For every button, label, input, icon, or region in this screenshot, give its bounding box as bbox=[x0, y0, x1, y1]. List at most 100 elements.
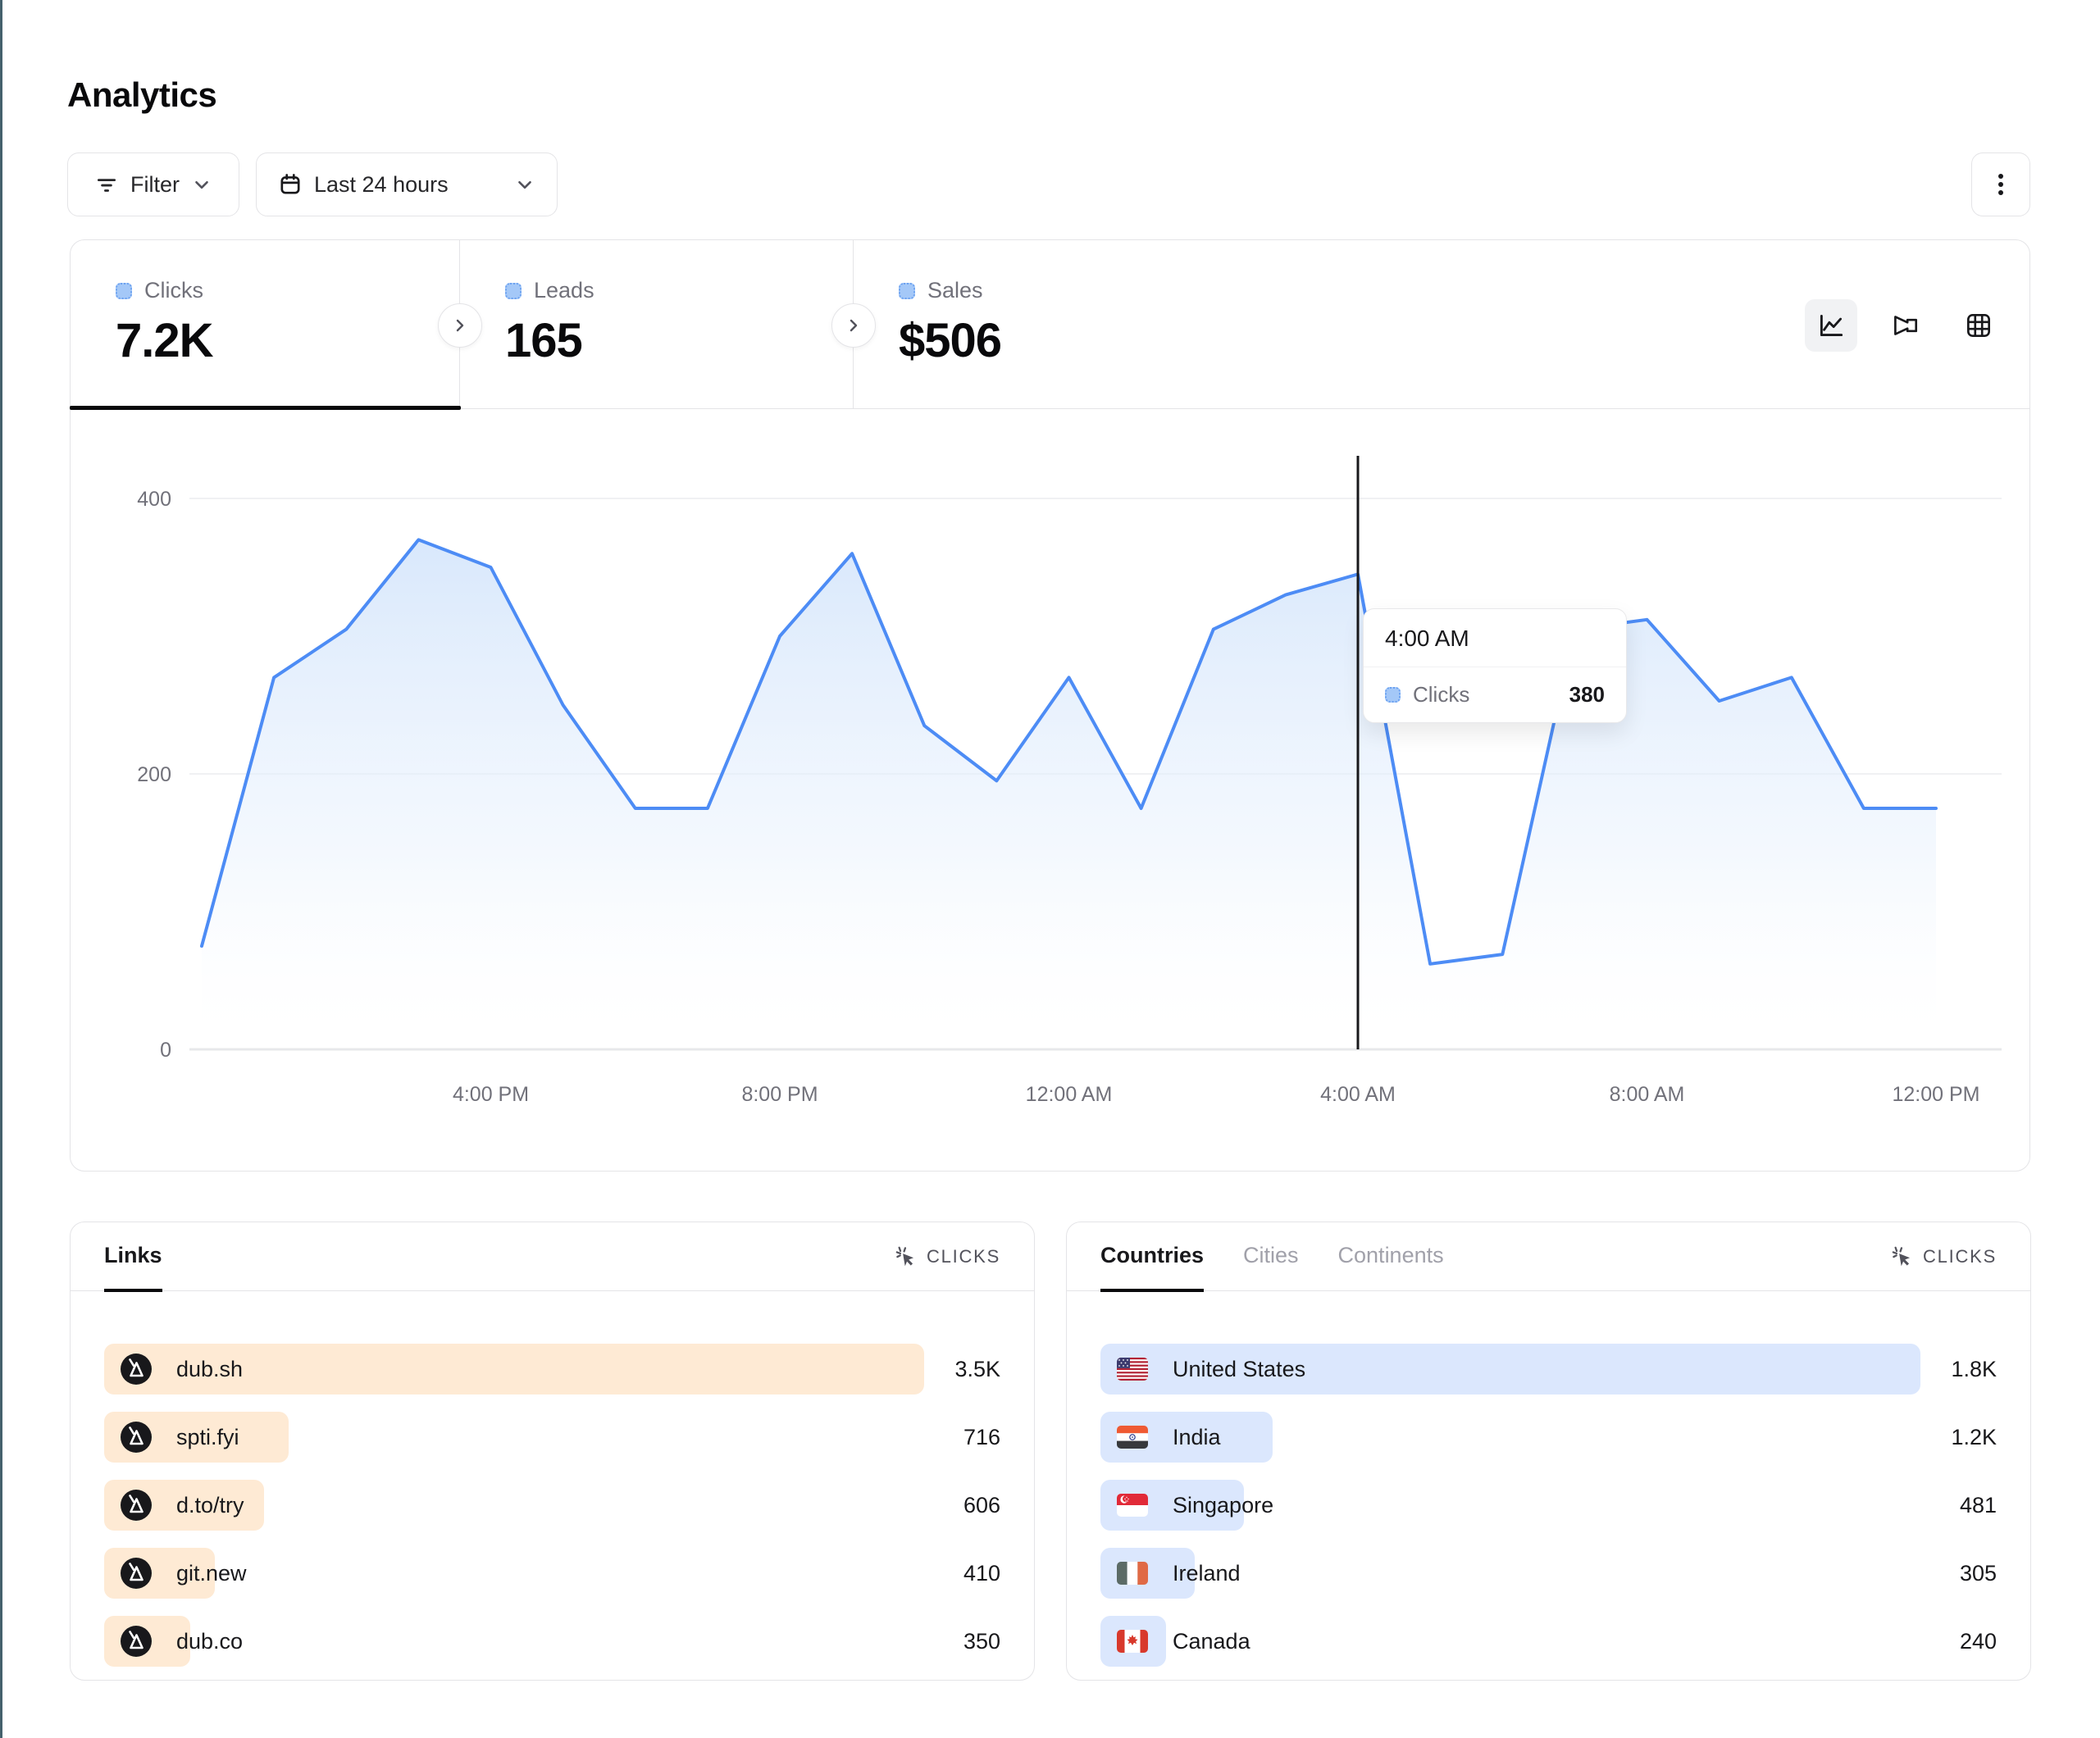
country-clicks-value: 481 bbox=[1959, 1492, 1997, 1517]
link-row[interactable]: spti.fyi 716 bbox=[104, 1412, 1000, 1463]
clicks-line bbox=[200, 538, 1938, 966]
svg-text:12:00 AM: 12:00 AM bbox=[1026, 1083, 1113, 1106]
links-metric-selector[interactable]: CLICKS bbox=[895, 1222, 1000, 1290]
tab-continents-label: Continents bbox=[1337, 1242, 1444, 1267]
svg-text:8:00 PM: 8:00 PM bbox=[741, 1083, 818, 1106]
link-clicks-value: 606 bbox=[963, 1492, 1000, 1517]
country-clicks-value: 305 bbox=[1959, 1560, 1997, 1586]
stat-label: Sales bbox=[927, 278, 983, 303]
sales-legend-swatch-icon bbox=[899, 282, 915, 299]
geo-rows: United States 1.8K India 1.2K bbox=[1067, 1291, 2030, 1667]
canada-flag-icon bbox=[1117, 1630, 1148, 1653]
stat-label-row: Sales bbox=[899, 278, 2029, 303]
india-flag-icon bbox=[1117, 1426, 1148, 1449]
analytics-card: Clicks 7.2K Leads 165 Sales $506 bbox=[70, 239, 2030, 1172]
link-row[interactable]: dub.sh 3.5K bbox=[104, 1344, 1000, 1394]
country-clicks-value: 1.2K bbox=[1951, 1424, 1997, 1449]
stat-tab-leads[interactable]: Leads 165 bbox=[460, 240, 854, 408]
country-row[interactable]: Ireland 305 bbox=[1100, 1548, 1997, 1599]
country-row[interactable]: Canada 240 bbox=[1100, 1616, 1997, 1667]
stat-tab-sales[interactable]: Sales $506 bbox=[854, 240, 2029, 408]
y-axis-tick-labels: 0 200 400 bbox=[137, 488, 171, 1062]
stats-header: Clicks 7.2K Leads 165 Sales $506 bbox=[70, 240, 2029, 410]
link-label: dub.co bbox=[176, 1628, 244, 1654]
country-clicks-value: 240 bbox=[1959, 1628, 1997, 1654]
filter-button[interactable]: Filter bbox=[67, 152, 239, 216]
chevron-right-icon bbox=[456, 319, 464, 332]
date-range-label: Last 24 hours bbox=[314, 171, 449, 197]
link-clicks-value: 350 bbox=[963, 1628, 1000, 1654]
ireland-flag-icon bbox=[1117, 1562, 1148, 1585]
link-row[interactable]: git.new 410 bbox=[104, 1548, 1000, 1599]
funnel-chart-toggle-button[interactable] bbox=[1879, 299, 1931, 352]
geo-metric-selector[interactable]: CLICKS bbox=[1891, 1222, 1997, 1290]
page-title: Analytics bbox=[67, 75, 217, 115]
more-options-button[interactable] bbox=[1971, 152, 2030, 216]
geo-panel-header: Countries Cities Continents CLICKS bbox=[1067, 1222, 2030, 1292]
link-row[interactable]: d.to/try 606 bbox=[104, 1480, 1000, 1531]
tab-links[interactable]: Links bbox=[104, 1222, 162, 1292]
left-edge-divider bbox=[0, 0, 2, 1738]
stat-label-row: Leads bbox=[505, 278, 853, 303]
links-panel: Links CLICKS dub.sh 3.5K bbox=[70, 1222, 1035, 1681]
chevron-down-icon bbox=[514, 174, 535, 195]
link-clicks-value: 3.5K bbox=[954, 1356, 1000, 1381]
link-clicks-value: 410 bbox=[963, 1560, 1000, 1586]
dub-favicon-icon bbox=[121, 1490, 152, 1521]
geo-panel: Countries Cities Continents CLICKS bbox=[1066, 1222, 2031, 1681]
svg-text:200: 200 bbox=[137, 763, 171, 786]
tab-cities[interactable]: Cities bbox=[1243, 1222, 1299, 1292]
tab-countries[interactable]: Countries bbox=[1100, 1222, 1205, 1292]
expand-leads-chevron-button[interactable] bbox=[831, 303, 876, 348]
stat-label-row: Clicks bbox=[116, 278, 459, 303]
link-bar bbox=[104, 1344, 924, 1394]
country-row[interactable]: United States 1.8K bbox=[1100, 1344, 1997, 1394]
table-view-toggle-button[interactable] bbox=[1952, 299, 2005, 352]
tab-continents[interactable]: Continents bbox=[1338, 1222, 1444, 1292]
stat-label: Clicks bbox=[144, 278, 203, 303]
svg-text:8:00 AM: 8:00 AM bbox=[1610, 1083, 1685, 1106]
filter-button-label: Filter bbox=[130, 171, 180, 197]
geo-metric-label: CLICKS bbox=[1922, 1245, 1997, 1267]
tooltip-value: 380 bbox=[1569, 682, 1605, 707]
tooltip-clicks-swatch-icon bbox=[1385, 687, 1401, 703]
filter-lines-icon bbox=[94, 172, 119, 197]
country-row[interactable]: Singapore 481 bbox=[1100, 1480, 1997, 1531]
chevron-down-icon bbox=[191, 174, 212, 195]
link-label: dub.sh bbox=[176, 1356, 244, 1381]
clicks-timeseries-chart[interactable]: 0 200 400 4:00 PM 8:00 PM 12:00 AM 4:00 AM 8:0… bbox=[71, 411, 2031, 1149]
chevron-right-icon bbox=[850, 319, 858, 332]
cursor-click-icon bbox=[895, 1245, 917, 1267]
country-row[interactable]: India 1.2K bbox=[1100, 1412, 1997, 1463]
tab-cities-label: Cities bbox=[1243, 1242, 1299, 1267]
stat-tab-clicks[interactable]: Clicks 7.2K bbox=[71, 240, 460, 408]
line-chart-icon bbox=[1820, 314, 1843, 337]
country-label: India bbox=[1173, 1424, 1221, 1449]
svg-text:12:00 PM: 12:00 PM bbox=[1892, 1083, 1979, 1106]
chart-tooltip: 4:00 AM Clicks 380 bbox=[1363, 608, 1627, 723]
date-range-button[interactable]: Last 24 hours bbox=[256, 152, 558, 216]
leads-value: 165 bbox=[505, 314, 583, 367]
svg-text:4:00 AM: 4:00 AM bbox=[1320, 1083, 1396, 1106]
sales-value: $506 bbox=[899, 314, 1002, 367]
links-metric-label: CLICKS bbox=[926, 1245, 1000, 1267]
tooltip-time: 4:00 AM bbox=[1364, 609, 1626, 667]
leads-legend-swatch-icon bbox=[505, 282, 522, 299]
country-label: Canada bbox=[1173, 1628, 1250, 1654]
link-label: d.to/try bbox=[176, 1492, 244, 1517]
dub-favicon-icon bbox=[121, 1422, 152, 1453]
dub-favicon-icon bbox=[121, 1626, 152, 1657]
links-rows: dub.sh 3.5K spti.fyi 716 d.to/try 606 bbox=[71, 1291, 1034, 1667]
expand-clicks-chevron-button[interactable] bbox=[438, 303, 482, 348]
svg-text:400: 400 bbox=[137, 488, 171, 511]
kebab-menu-icon bbox=[1988, 171, 2013, 198]
tooltip-series-label: Clicks bbox=[1413, 682, 1470, 707]
country-label: Ireland bbox=[1173, 1560, 1241, 1586]
chart-type-toggles bbox=[1805, 299, 2005, 352]
active-stat-underline bbox=[70, 406, 461, 410]
singapore-flag-icon bbox=[1117, 1494, 1148, 1517]
link-row[interactable]: dub.co 350 bbox=[104, 1616, 1000, 1667]
line-chart-toggle-button[interactable] bbox=[1805, 299, 1857, 352]
svg-text:4:00 PM: 4:00 PM bbox=[453, 1083, 529, 1106]
x-axis-tick-labels: 4:00 PM 8:00 PM 12:00 AM 4:00 AM 8:00 AM 12:0… bbox=[453, 1083, 1980, 1106]
